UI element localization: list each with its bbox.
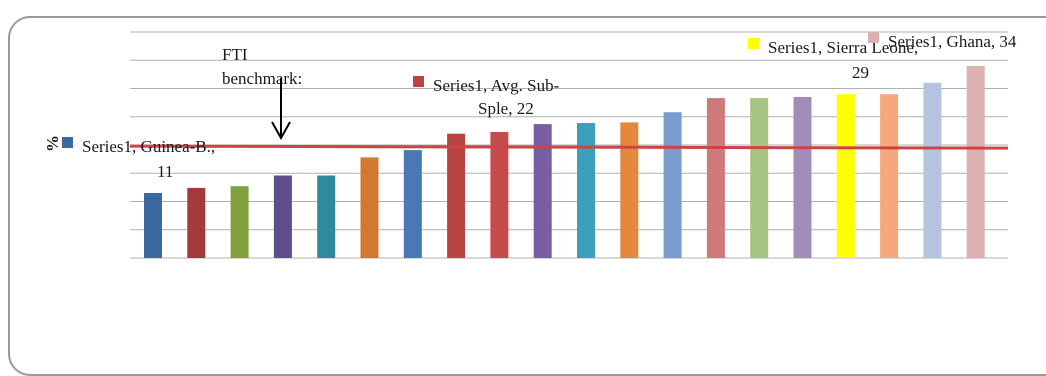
- bar: [793, 97, 812, 258]
- y-axis-label: %: [43, 135, 62, 152]
- bar: [620, 122, 639, 259]
- bars: [144, 65, 985, 259]
- bar: [230, 186, 249, 258]
- bar: [923, 82, 942, 258]
- bar: [533, 124, 552, 258]
- bar: [880, 94, 899, 258]
- data-label-text: Series1, Sierra Leone,: [768, 38, 918, 57]
- data-label-value: Sple, 22: [478, 99, 534, 118]
- bar: [836, 94, 855, 258]
- bar: [750, 98, 769, 258]
- data-label-marker: [62, 137, 73, 148]
- data-label-text: Series1, Ghana, 34: [888, 32, 1017, 51]
- data-label-marker: [748, 38, 759, 49]
- benchmark-line: [129, 144, 1009, 150]
- bar: [403, 150, 422, 258]
- data-label-text: Series1, Avg. Sub-: [433, 76, 560, 95]
- benchmark-label-line1: FTI: [222, 45, 248, 64]
- bar: [577, 123, 595, 258]
- bar: [187, 187, 206, 258]
- bar: [360, 157, 379, 258]
- data-label-marker: [413, 76, 424, 87]
- bar-chart: FTI benchmark: % Series1, Guinea-B.,11Se…: [43, 31, 1017, 259]
- benchmark-label-line2: benchmark:: [222, 69, 302, 88]
- bar: [447, 133, 466, 258]
- data-label-text: Series1, Guinea-B.,: [82, 137, 215, 156]
- bar: [706, 98, 725, 258]
- bar: [663, 112, 682, 258]
- data-label-marker: [868, 32, 879, 43]
- data-labels: Series1, Guinea-B., 11 Series1, Avg. Sub- S…: [62, 32, 1017, 181]
- benchmark-arrow-head: [271, 121, 291, 141]
- data-label-value: 29: [852, 63, 869, 82]
- bar: [144, 193, 162, 258]
- chart-frame: [8, 16, 1046, 376]
- bar: [317, 175, 336, 258]
- bar: [490, 132, 509, 258]
- bar: [273, 175, 292, 258]
- data-label-value: 11: [157, 162, 173, 181]
- bar: [966, 65, 985, 259]
